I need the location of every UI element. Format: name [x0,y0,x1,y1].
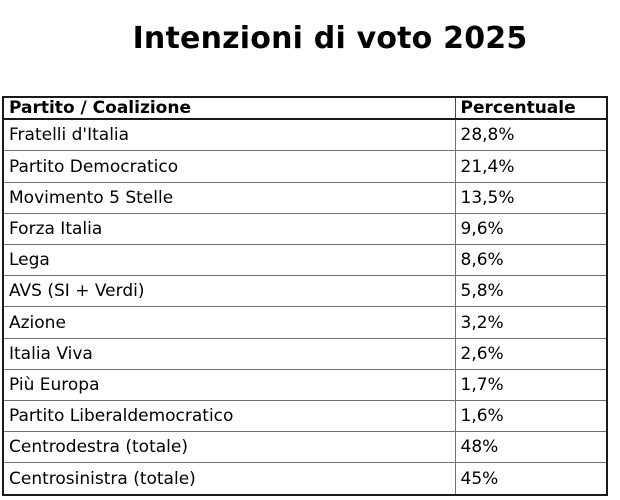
party-cell: Centrodestra (totale) [3,431,455,464]
data-table: Partito / Coalizione Percentuale Fratell… [2,96,608,496]
percentage-cell: 3,2% [454,306,607,339]
percentage-cell: 45% [454,462,607,495]
percentage-cell: 5,8% [454,275,607,308]
table-row: Partito Liberaldemocratico 1,6% [3,400,607,433]
percentage-cell: 9,6% [454,213,607,246]
percentage-cell: 48% [454,431,607,464]
percentage-cell: 28,8% [454,119,607,152]
percentage-cell: 21,4% [454,150,607,183]
page-title: Intenzioni di voto 2025 [132,21,528,56]
percentage-cell: 13,5% [454,182,607,214]
voting-intentions-table: Partito / Coalizione Percentuale Fratell… [2,96,608,496]
table-row: Forza Italia 9,6% [3,213,607,246]
column-header-percentage: Percentuale [454,97,607,120]
party-cell: Centrosinistra (totale) [9,468,196,489]
table-row: Più Europa 1,7% [3,369,607,402]
table-row: Centrodestra (totale) 48% [3,431,607,464]
party-cell: Forza Italia [3,213,455,246]
percentage-cell: 1,6% [454,400,607,433]
party-cell: Movimento 5 Stelle [3,182,455,214]
party-cell: Azione [3,306,455,339]
percentage-cell: 8,6% [454,244,607,277]
table-row: Lega 8,6% [3,244,607,277]
table-row: Fratelli d'Italia 28,8% [3,119,607,152]
party-cell: Fratelli d'Italia [3,119,455,152]
party-cell: Più Europa [3,369,455,402]
party-cell: Partito Democratico [3,150,455,183]
party-cell: Partito Liberaldemocratico [3,400,455,433]
table-row: Italia Viva 2,6% [3,338,607,370]
table-header-row: Partito / Coalizione Percentuale [3,97,607,120]
table-row: Movimento 5 Stelle 13,5% [3,182,607,214]
table-row: AVS (SI + Verdi) 5,8% [3,275,607,308]
party-cell: AVS (SI + Verdi) [3,275,455,308]
percentage-cell: 1,7% [454,369,607,402]
column-header-party: Partito / Coalizione [3,97,455,120]
party-cell: Italia Viva [3,338,455,370]
table-row: Partito Democratico 21,4% [3,150,607,183]
table-row: Azione 3,2% [3,306,607,339]
table-row: Centrosinistra (totale) 45% [3,462,607,495]
party-cell: Lega [3,244,455,277]
percentage-cell: 2,6% [454,338,607,370]
